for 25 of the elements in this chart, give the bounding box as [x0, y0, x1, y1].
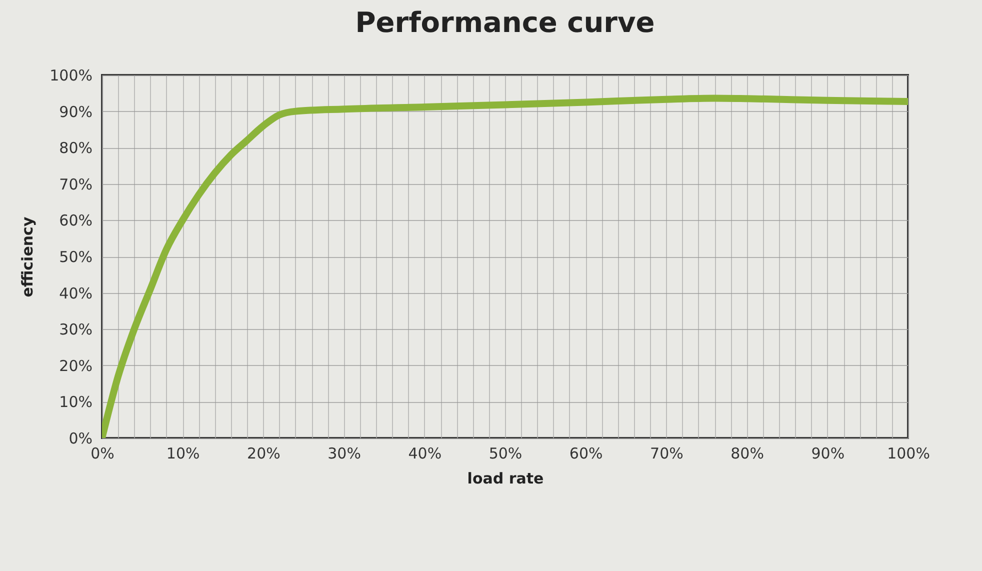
x-tick-label: 40%: [408, 444, 442, 462]
y-tick-label: 20%: [59, 356, 92, 375]
x-tick-label: 90%: [811, 444, 845, 462]
x-tick-label: 80%: [730, 444, 764, 462]
x-tick-label: 60%: [569, 444, 603, 462]
x-tick-label: 70%: [650, 444, 684, 462]
y-tick-label: 40%: [59, 284, 92, 302]
y-tick-label: 30%: [59, 320, 92, 339]
y-tick-label: 50%: [59, 248, 92, 266]
y-tick-label: 0%: [68, 430, 92, 448]
x-tick-label: 10%: [166, 444, 200, 462]
chart-title: Performance curve: [355, 6, 655, 39]
y-tick-label: 100%: [50, 66, 92, 84]
x-tick-label: 100%: [887, 444, 930, 462]
y-axis-title: efficiency: [18, 216, 37, 298]
y-tick-label: 10%: [59, 393, 92, 412]
y-tick-label: 70%: [59, 175, 92, 194]
x-tick-label: 0%: [90, 444, 114, 462]
x-tick-label: 50%: [488, 444, 522, 462]
y-tick-label: 90%: [59, 102, 92, 121]
x-tick-label: 20%: [247, 444, 280, 462]
x-axis-title: load rate: [467, 470, 544, 488]
y-tick-label: 60%: [59, 212, 92, 230]
x-tick-label: 30%: [328, 444, 361, 462]
y-tick-label: 80%: [59, 139, 92, 158]
